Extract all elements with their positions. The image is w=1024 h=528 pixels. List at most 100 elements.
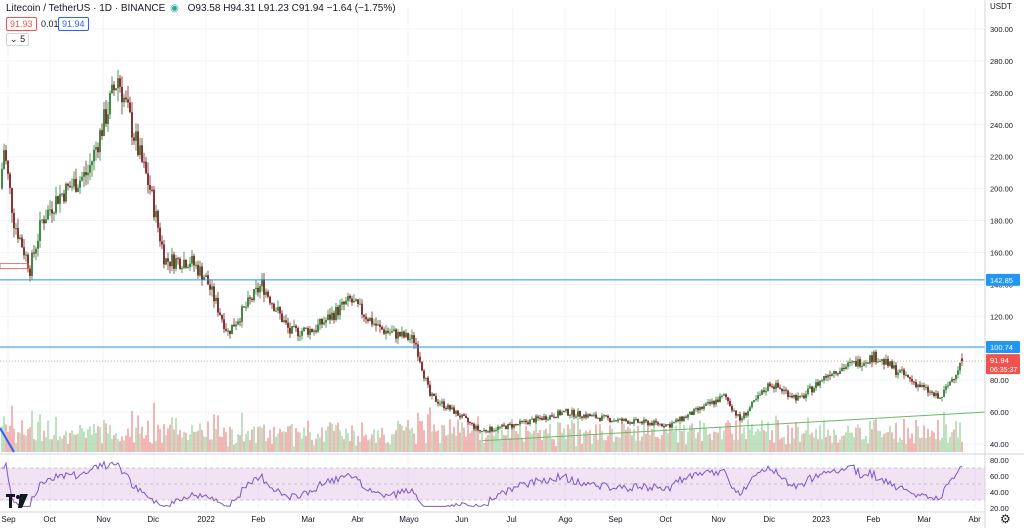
candle-body[interactable]	[145, 161, 147, 174]
candle-body[interactable]	[781, 388, 783, 392]
candle-body[interactable]	[793, 394, 795, 398]
candle-body[interactable]	[705, 403, 707, 406]
candle-body[interactable]	[375, 323, 377, 326]
candle-body[interactable]	[597, 417, 599, 419]
candle-body[interactable]	[571, 409, 573, 415]
candle-body[interactable]	[529, 419, 531, 425]
candle-body[interactable]	[143, 161, 145, 163]
candle-body[interactable]	[85, 172, 87, 176]
candle-body[interactable]	[569, 414, 571, 416]
candle-body[interactable]	[717, 399, 719, 403]
candle-body[interactable]	[587, 414, 589, 418]
candle-body[interactable]	[355, 299, 357, 301]
candle-body[interactable]	[59, 194, 61, 204]
candle-body[interactable]	[413, 335, 415, 344]
candle-body[interactable]	[511, 424, 513, 428]
candle-body[interactable]	[127, 99, 129, 103]
candle-body[interactable]	[147, 173, 149, 186]
candle-body[interactable]	[35, 248, 37, 254]
candle-body[interactable]	[655, 420, 657, 423]
candle-body[interactable]	[729, 401, 731, 407]
candle-body[interactable]	[745, 412, 747, 416]
candle-body[interactable]	[861, 365, 863, 367]
candle-body[interactable]	[907, 374, 909, 378]
candle-body[interactable]	[521, 420, 523, 422]
candle-body[interactable]	[885, 358, 887, 365]
price-badge-low[interactable]: 100.74	[990, 343, 1013, 352]
candle-body[interactable]	[465, 415, 467, 419]
candle-body[interactable]	[699, 406, 701, 411]
candle-body[interactable]	[533, 418, 535, 423]
candle-body[interactable]	[471, 422, 473, 424]
candle-body[interactable]	[443, 401, 445, 408]
candle-body[interactable]	[225, 328, 227, 331]
candle-body[interactable]	[401, 331, 403, 337]
candle-body[interactable]	[609, 417, 611, 422]
candle-body[interactable]	[279, 307, 281, 314]
candle-body[interactable]	[611, 421, 613, 423]
candles[interactable]	[1, 69, 963, 434]
candle-body[interactable]	[669, 424, 671, 428]
candle-body[interactable]	[81, 176, 83, 181]
candle-body[interactable]	[685, 416, 687, 418]
candle-body[interactable]	[617, 419, 619, 422]
candle-body[interactable]	[159, 227, 161, 242]
candle-body[interactable]	[923, 385, 925, 388]
candle-body[interactable]	[7, 160, 9, 174]
candle-body[interactable]	[349, 295, 351, 299]
candle-body[interactable]	[479, 430, 481, 432]
candle-body[interactable]	[573, 409, 575, 417]
candle-body[interactable]	[121, 86, 123, 103]
candle-body[interactable]	[901, 369, 903, 371]
candle-body[interactable]	[129, 102, 131, 113]
candle-body[interactable]	[213, 286, 215, 302]
candle-body[interactable]	[259, 286, 261, 293]
candle-body[interactable]	[537, 416, 539, 419]
candle-body[interactable]	[579, 411, 581, 417]
candle-body[interactable]	[161, 241, 163, 245]
candle-body[interactable]	[219, 312, 221, 315]
candle-body[interactable]	[37, 240, 39, 249]
candle-body[interactable]	[877, 361, 879, 363]
candle-body[interactable]	[811, 386, 813, 393]
candle-body[interactable]	[835, 371, 837, 374]
candle-body[interactable]	[943, 389, 945, 398]
candle-body[interactable]	[181, 268, 183, 270]
candle-body[interactable]	[577, 411, 579, 417]
candle-body[interactable]	[27, 254, 29, 269]
candle-body[interactable]	[423, 370, 425, 379]
candle-body[interactable]	[365, 316, 367, 320]
candle-body[interactable]	[713, 400, 715, 405]
candle-body[interactable]	[595, 414, 597, 418]
symbol-title[interactable]: Litecoin / TetherUS · 1D · BINANCE	[6, 3, 166, 14]
candle-body[interactable]	[95, 147, 97, 150]
candle-body[interactable]	[545, 416, 547, 420]
candle-body[interactable]	[387, 330, 389, 333]
candle-body[interactable]	[45, 219, 47, 224]
candle-body[interactable]	[561, 412, 563, 416]
candle-body[interactable]	[695, 408, 697, 410]
candle-body[interactable]	[357, 299, 359, 304]
candle-body[interactable]	[513, 424, 515, 428]
candle-body[interactable]	[345, 300, 347, 305]
candle-body[interactable]	[267, 291, 269, 297]
candle-body[interactable]	[857, 359, 859, 367]
candle-body[interactable]	[249, 297, 251, 299]
candle-body[interactable]	[485, 429, 487, 432]
drawing-segment[interactable]	[0, 427, 15, 453]
candle-body[interactable]	[187, 267, 189, 269]
candle-body[interactable]	[771, 386, 773, 388]
candle-body[interactable]	[757, 395, 759, 400]
candle-body[interactable]	[783, 389, 785, 392]
candle-body[interactable]	[265, 291, 267, 295]
candle-body[interactable]	[111, 84, 113, 94]
candle-body[interactable]	[291, 326, 293, 334]
candle-body[interactable]	[269, 296, 271, 304]
candle-body[interactable]	[865, 362, 867, 364]
candle-body[interactable]	[725, 394, 727, 398]
candle-body[interactable]	[371, 317, 373, 325]
candle-body[interactable]	[333, 312, 335, 320]
candle-body[interactable]	[125, 97, 127, 100]
candle-body[interactable]	[321, 318, 323, 325]
candle-body[interactable]	[67, 183, 69, 186]
